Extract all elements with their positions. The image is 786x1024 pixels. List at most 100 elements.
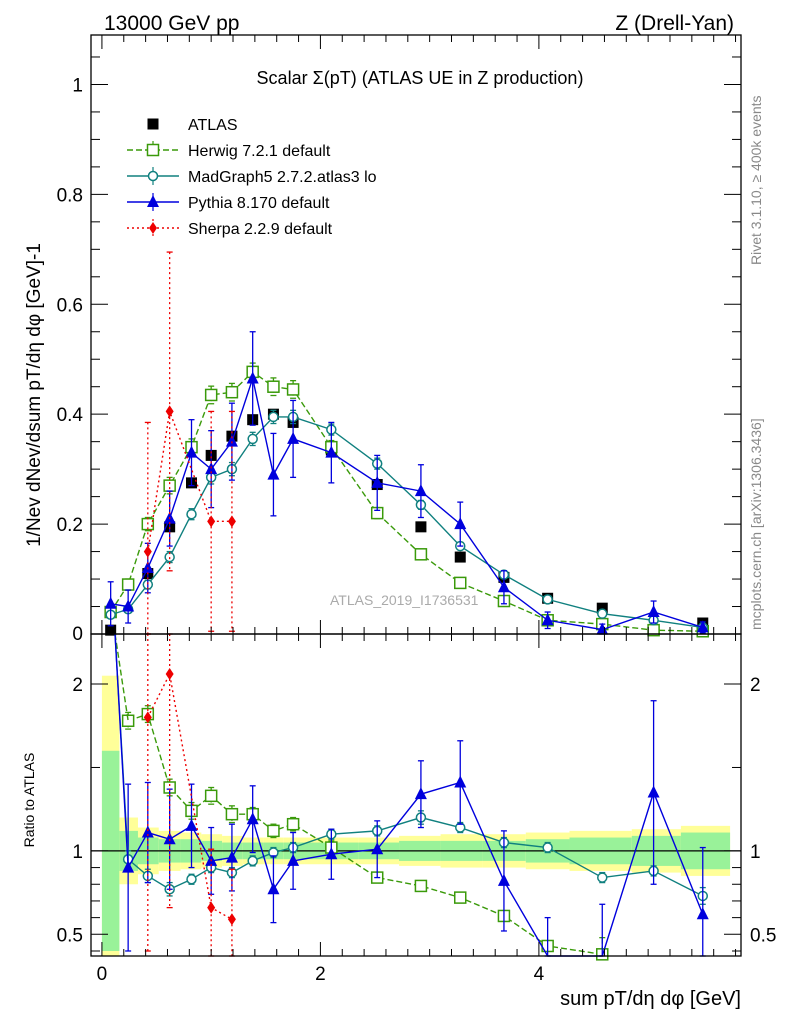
point-atlas-15 [596,602,608,614]
legend: ATLAS Herwig 7.2.1 default MadGraph5 2.7.2… [127,117,377,238]
point-herwig-9 [286,383,300,396]
point-pythia-7 [246,371,259,384]
ratio-point-sherpa-3 [227,913,236,926]
point-madgraph5-8 [268,411,279,423]
ratio-y-tick-label-r-1: 1 [750,842,761,863]
point-pythia-0 [104,596,117,609]
point-atlas-0 [105,624,117,636]
x-axis-label: sum pT/dη dφ [GeV] [560,988,741,1010]
ratio-panel-series [114,633,709,961]
point-pythia-4 [185,445,198,458]
ratio-point-herwig-11 [414,879,428,893]
point-sherpa-1 [165,405,174,418]
ratio-point-herwig-7 [267,824,280,838]
point-atlas-11 [415,521,427,533]
ratio-point-pythia-17 [696,907,709,920]
ratio-y-tick-label-l-0: 0.5 [57,925,83,946]
legend-label-3: Pythia 8.170 default [188,195,330,212]
x-tick-label-2: 4 [534,964,545,985]
ratio-series-sherpa [143,633,236,957]
ratio-point-herwig-0 [121,714,135,728]
ratio-y-tick-label-l-2: 2 [72,675,83,696]
point-pythia-17 [647,605,660,618]
ratio-point-sherpa-2 [207,901,216,914]
header-left: 13000 GeV pp [104,12,239,35]
point-pythia-6 [225,434,238,447]
ratio-point-pythia-13 [497,873,510,886]
legend-label-1: Herwig 7.2.1 default [188,143,331,160]
point-pythia-18 [696,620,709,633]
series-sherpa [143,251,236,635]
point-pythia-15 [541,613,554,626]
legend-label-0: ATLAS [188,117,238,134]
ratio-point-pythia-7 [267,882,280,895]
x-tick-label-0: 0 [97,964,108,985]
ratio-point-pythia-16 [647,785,660,798]
point-pythia-11 [371,475,384,488]
point-herwig-8 [267,380,280,393]
legend-marker-4 [149,222,157,234]
chart-title-text: Scalar Σ(pT) (ATLAS UE in Z production) [257,68,584,88]
point-herwig-3 [163,479,176,492]
point-pythia-16 [596,622,609,635]
legend-marker-1 [146,143,160,157]
ratio-point-herwig-4 [204,789,218,803]
ratio-point-herwig-8 [286,817,300,831]
ratio-point-pythia-1 [141,825,154,838]
point-sherpa-2 [207,515,216,528]
line-sherpa [147,408,232,552]
ratio-point-sherpa-0 [143,711,152,724]
point-pythia-14 [497,580,510,593]
y-tick-label-3: 0.8 [57,185,83,206]
analysis-watermark: ATLAS_2019_I1736531 [330,592,479,608]
main-panel-series [104,251,710,638]
point-madgraph5-4 [186,508,197,520]
ratio-point-pythia-12 [454,775,467,788]
point-pythia-12 [414,484,427,497]
ratio-y-tick-label-r-2: 2 [750,675,761,696]
ratio-point-madgraph5-14 [542,842,553,853]
ratio-point-pythia-8 [287,853,300,866]
point-madgraph5-7 [247,433,258,445]
axis-ticks: 0 2 4 0.2 0.4 0.6 0.8 1 0 0.5 0.5 1 1 2 2 [57,35,776,985]
point-pythia-1 [122,599,135,612]
ratio-point-pythia-6 [246,812,259,825]
ratio-point-pythia-5 [225,850,238,863]
y-tick-label-zero: 0 [72,624,83,645]
ratio-point-pythia-3 [185,818,198,831]
ratio-series-pythia [122,700,709,957]
ratio-entry-herwig [114,633,129,721]
axes-frame [90,34,742,957]
point-herwig-13 [453,576,467,590]
y-tick-label-1: 0.4 [57,405,84,426]
y-axis-label: 1/Nev dNev/dsum pT/dη dφ [GeV]-1 [24,243,45,547]
point-madgraph5-15 [542,594,553,605]
ratio-y-axis-label: Ratio to ATLAS [21,753,37,848]
y-tick-label-2: 0.6 [57,295,83,316]
ratio-point-pythia-10 [371,842,384,855]
point-sherpa-3 [227,515,236,528]
point-sherpa-0 [143,545,152,558]
ratio-entry-pythia [114,633,129,868]
ratio-point-madgraph5-6 [247,855,258,867]
point-pythia-8 [267,467,280,480]
point-pythia-13 [454,517,467,530]
y-tick-label-0: 0.2 [57,515,83,536]
point-herwig-1 [121,578,135,591]
point-herwig-12 [414,548,428,561]
legend-marker-2 [147,170,159,182]
ratio-point-pythia-9 [325,847,338,860]
rivet-label: Rivet 3.1.10, ≥ 400k events [748,95,764,265]
legend-marker-0 [147,118,159,130]
point-herwig-6 [225,385,239,399]
ratio-line-herwig [127,713,603,956]
point-madgraph5-16 [597,608,608,619]
ratio-y-tick-label-r-0: 0.5 [750,925,776,946]
ratio-point-madgraph5-3 [186,874,197,885]
ratio-point-herwig-12 [453,891,467,904]
ratio-panel-frame [90,633,742,957]
point-pythia-2 [141,561,154,574]
legend-label-4: Sherpa 2.2.9 default [188,221,333,238]
ratio-point-herwig-5 [225,807,239,821]
